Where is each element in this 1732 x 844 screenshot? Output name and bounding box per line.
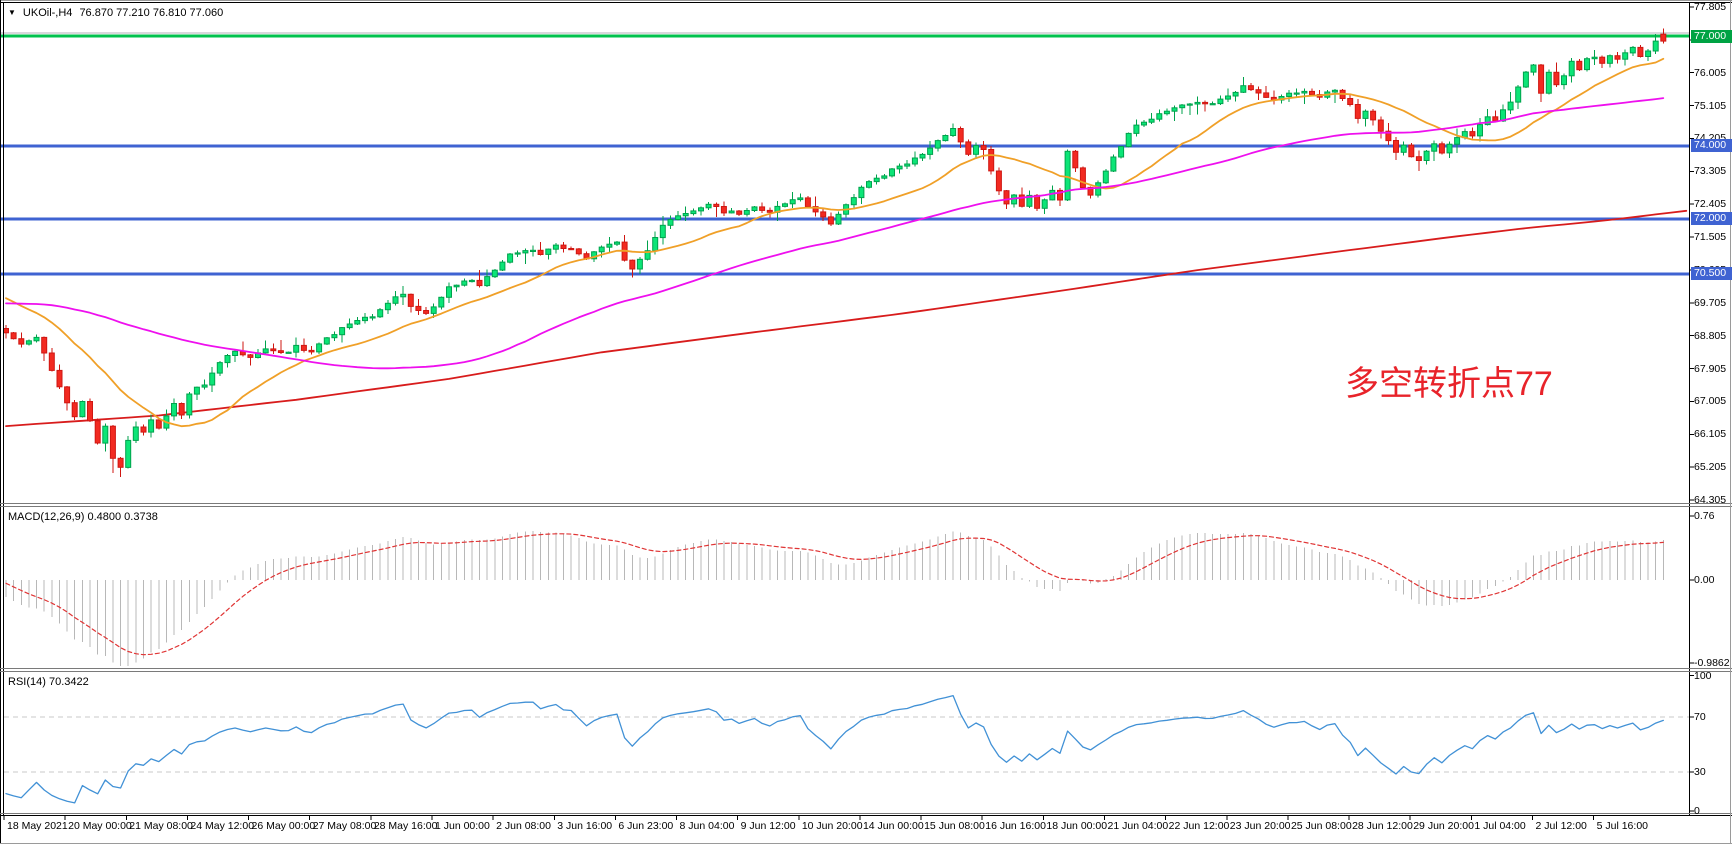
time-axis-label: 28 Jun 12:00 [1352,820,1413,832]
annotation-text: 多空转折点77 [1345,365,1553,403]
time-axis-label: 1 Jul 04:00 [1474,820,1526,832]
price-level-label-70.500: 70.500 [1691,267,1732,281]
time-axis-label: 21 Jun 04:00 [1107,820,1169,832]
price-axis-label: 71.505 [1694,231,1727,244]
time-axis-label: 21 May 08:00 [129,820,193,832]
symbol-dropdown-icon[interactable]: ▼ [8,8,16,17]
price-axis-label: 72.405 [1694,198,1727,211]
time-axis-label: 23 Jun 20:00 [1229,820,1291,832]
price-axis-label: 66.105 [1694,428,1727,441]
macd-indicator-label: MACD(12,26,9) 0.4800 0.3738 [8,511,158,523]
time-axis-label: 6 Jun 23:00 [618,820,674,832]
time-axis-label: 22 Jun 12:00 [1168,820,1230,832]
rsi-line [5,694,1664,804]
ohlc-values: 76.870 77.210 76.810 77.060 [79,7,224,19]
macd-signal-line [5,533,1664,656]
price-level-label-72.000: 72.000 [1691,212,1732,226]
time-axis-label: 8 Jun 04:00 [679,820,735,832]
time-axis-label: 2 Jul 12:00 [1535,820,1587,832]
macd-histogram [5,531,1664,666]
ma-fast-line [5,57,1665,428]
rsi-indicator-label: RSI(14) 70.3422 [8,676,89,688]
time-axis-label: 16 Jun 16:00 [985,820,1046,832]
time-axis-label: 24 May 12:00 [190,820,255,832]
ma-slow-line [5,209,1688,428]
time-axis-label: 25 Jun 08:00 [1290,820,1352,832]
rsi-level-lines [4,716,1689,773]
time-axis-label: 9 Jun 12:00 [740,820,796,832]
time-axis-label: 20 May 00:00 [68,820,132,832]
rsi-axis-label: 0 [1694,805,1700,817]
rsi-axis-label: 30 [1694,766,1706,779]
ma-mid-line [5,97,1665,370]
chart-header: ▼ UKOil-,H4 76.870 77.210 76.810 77.060 [8,7,223,19]
rsi-axis-label: 100 [1694,669,1712,682]
time-axis-label: 14 Jun 00:00 [862,820,924,832]
symbol-period-label: UKOil-,H4 [22,7,73,19]
time-axis-label: 27 May 08:00 [312,820,377,832]
price-axis-label: 67.005 [1694,395,1727,408]
time-axis-label: 28 May 16:00 [373,820,438,832]
macd-axis-label: 0.00 [1694,574,1715,586]
macd-axis-label: 0.76 [1694,510,1715,523]
price-level-label-74.000: 74.000 [1691,139,1732,153]
price-axis-label: 69.705 [1694,296,1727,309]
time-axis-label: 5 Jul 16:00 [1596,820,1648,832]
price-axis-label: 77.805 [1694,1,1727,13]
price-axis-label: 65.205 [1694,461,1727,474]
price-axis-label: 68.805 [1694,329,1727,342]
rsi-axis-label: 70 [1694,711,1706,723]
time-axis-label: 18 May 2021 [7,820,68,832]
horizontal-level-lines [0,32,1689,276]
time-axis-label: 1 Jun 00:00 [434,820,490,832]
time-axis-label: 18 Jun 00:00 [1046,820,1108,832]
price-axis-label: 67.905 [1694,362,1727,375]
candles-layer [3,28,1667,478]
price-axis-label: 75.105 [1694,99,1727,112]
time-axis-label: 10 Jun 20:00 [801,820,863,832]
price-axis-label: 76.005 [1694,66,1727,79]
price-axis-label: 73.305 [1694,165,1727,178]
time-axis-label: 3 Jun 16:00 [557,820,613,832]
time-axis-label: 29 Jun 20:00 [1413,820,1474,832]
macd-axis-label: -0.9862 [1694,656,1730,669]
price-level-label-77.000: 77.000 [1691,29,1732,43]
time-axis-label: 2 Jun 08:00 [496,820,551,832]
time-axis-label: 15 Jun 08:00 [924,820,985,832]
time-axis-label: 26 May 00:00 [251,820,316,832]
price-axis-label: 64.305 [1694,494,1727,506]
